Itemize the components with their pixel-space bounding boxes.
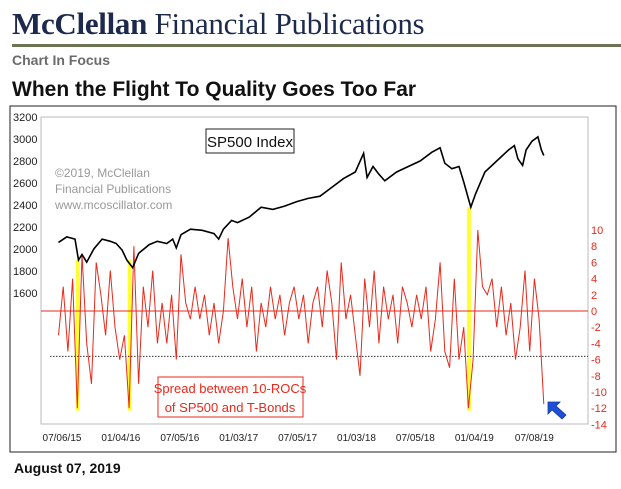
left-axis-tick: 2800 (13, 156, 37, 168)
section-label: Chart In Focus (12, 52, 111, 68)
x-axis-tick: 07/05/16 (160, 433, 199, 444)
x-axis-tick: 01/03/17 (219, 433, 258, 444)
x-axis-tick: 01/04/19 (455, 433, 494, 444)
right-axis-tick: -2 (591, 322, 601, 334)
spread-line (58, 229, 545, 409)
highlight-band (466, 207, 471, 411)
brand-rest: Financial Publications (147, 6, 425, 41)
chart-title: SP500 Index (207, 134, 293, 151)
right-axis-tick: 6 (591, 257, 597, 269)
highlight-band (127, 260, 132, 411)
x-axis-tick: 07/05/17 (278, 433, 317, 444)
title-box (205, 128, 295, 154)
left-axis-tick: 2000 (13, 244, 37, 256)
right-axis-tick: 2 (591, 290, 597, 302)
header-divider (12, 44, 621, 47)
annotation-line: of SP500 and T-Bonds (165, 400, 296, 415)
right-axis-tick: -8 (591, 371, 601, 383)
right-axis-tick: 0 (591, 306, 597, 318)
x-axis-tick: 01/04/16 (101, 433, 140, 444)
brand-bold: McClellan (12, 6, 148, 41)
plot-area (40, 116, 589, 425)
arrow-icon (547, 401, 567, 420)
highlight-band (75, 260, 80, 411)
x-axis-tick: 07/06/15 (43, 433, 82, 444)
annotation-line: Spread between 10-ROCs (154, 381, 307, 396)
left-axis-tick: 2200 (13, 222, 37, 234)
sp500-line (58, 135, 545, 270)
page-title: When the Flight To Quality Goes Too Far (12, 78, 417, 101)
left-axis-tick: 3200 (13, 112, 37, 124)
right-axis-tick: 10 (591, 225, 603, 237)
right-axis-tick: -14 (591, 419, 607, 431)
right-axis-tick: -12 (591, 403, 607, 415)
left-axis-tick: 2600 (13, 178, 37, 190)
x-axis-tick: 07/08/19 (515, 433, 554, 444)
watermark-line: Financial Publications (55, 182, 171, 196)
right-axis-tick: -4 (591, 338, 601, 350)
right-axis-tick: -10 (591, 387, 607, 399)
watermark-line: ©2019, McClellan (55, 166, 150, 180)
left-axis-tick: 3000 (13, 134, 37, 146)
x-axis-tick: 07/05/18 (396, 433, 435, 444)
right-axis-tick: 8 (591, 241, 597, 253)
left-axis-tick: 1600 (13, 288, 37, 300)
x-axis-tick: 01/03/18 (337, 433, 376, 444)
publish-date: August 07, 2019 (14, 460, 121, 476)
left-axis-tick: 1800 (13, 266, 37, 278)
annotation-box (157, 376, 304, 418)
watermark-line: www.mcoscillator.com (54, 198, 172, 212)
right-axis-tick: 4 (591, 274, 597, 286)
right-axis-tick: -6 (591, 355, 601, 367)
brand-logo: McClellan Financial Publications (12, 6, 425, 42)
left-axis-tick: 2400 (13, 200, 37, 212)
